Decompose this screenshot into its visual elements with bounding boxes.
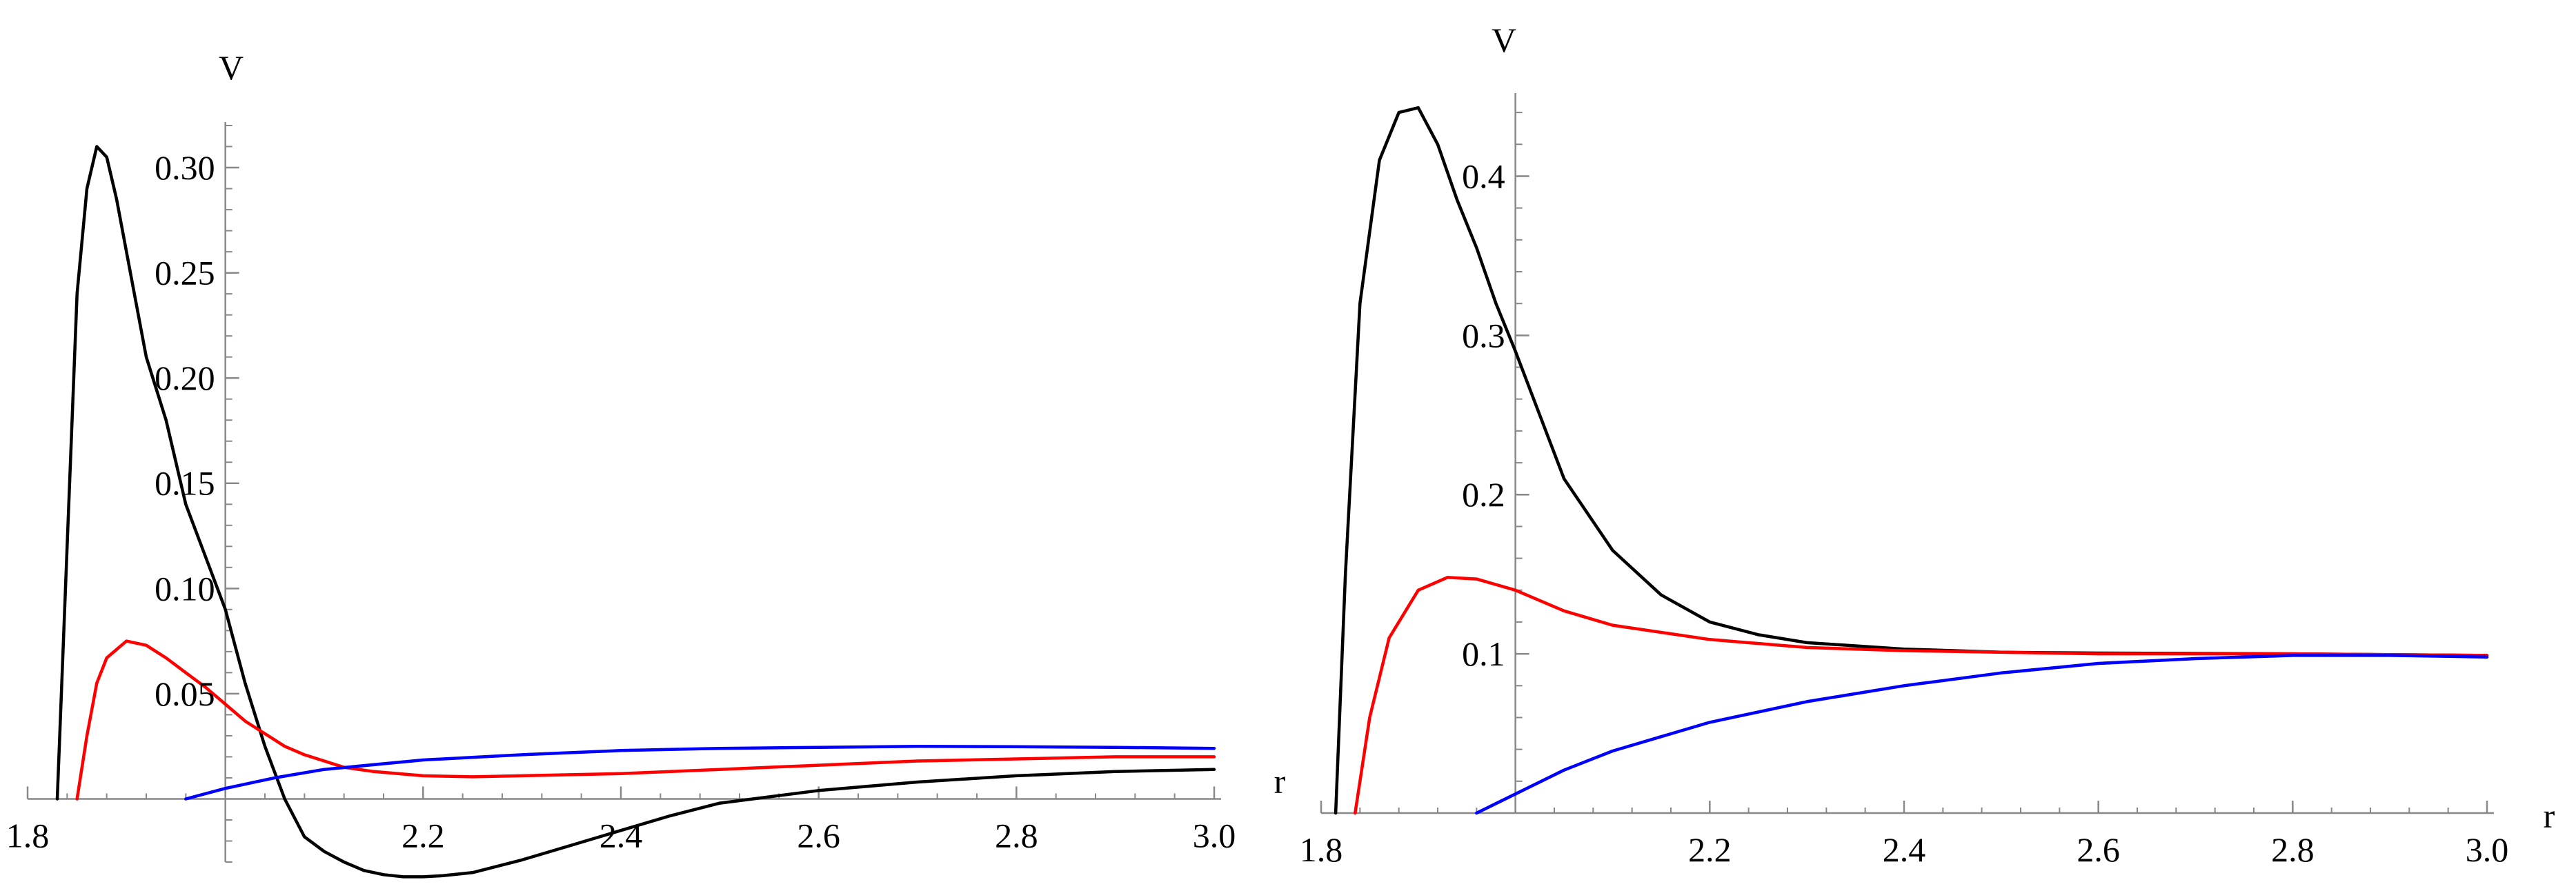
left-y-tick-label: 0.20 — [155, 359, 215, 397]
right-series-1-line — [1354, 576, 2489, 815]
right-x-tick-label: 1.8 — [1300, 830, 1343, 869]
left-series-2-line — [184, 744, 1216, 801]
left-minor-ticks — [27, 125, 1215, 863]
left-series-0-line — [55, 145, 1216, 879]
right-series-layer — [1334, 106, 2489, 815]
right-y-tick-label: 0.3 — [1462, 316, 1505, 354]
right-axes — [1320, 93, 2494, 814]
chart-left: V 1.8 2.2 2.4 2.6 2.8 3.0 0.05 0.10 0.15 0.20 0.25… — [6, 48, 1236, 879]
left-labels-layer: V 1.8 2.2 2.4 2.6 2.8 3.0 0.05 0.10 0.15 0.20 0.25… — [6, 48, 1236, 854]
right-x-axis-title-right: r — [2544, 797, 2555, 835]
right-y-axis-title: V — [1492, 21, 1516, 59]
right-y-tick-label: 0.4 — [1462, 157, 1505, 195]
chart-right: V r r 1.8 2.2 2.4 2.6 2.8 3.0 0.1 0.2 0.3 0.4 — [1274, 21, 2555, 869]
left-x-tick-label: 2.2 — [402, 816, 445, 854]
left-x-tick-label: 2.6 — [797, 816, 840, 854]
left-y-tick-label: 0.15 — [155, 464, 215, 503]
left-x-tick-label: 2.8 — [995, 816, 1038, 854]
right-x-axis-title-left: r — [1274, 762, 1286, 801]
left-series-layer — [55, 145, 1216, 879]
right-labels-layer: V r r 1.8 2.2 2.4 2.6 2.8 3.0 0.1 0.2 0.3 0.4 — [1274, 21, 2555, 869]
left-series-1-line — [75, 639, 1216, 801]
right-x-tick-label: 3.0 — [2466, 830, 2509, 869]
right-x-tick-label: 2.8 — [2271, 830, 2315, 869]
right-x-tick-label: 2.2 — [1688, 830, 1732, 869]
right-series-0-line — [1334, 106, 2489, 815]
left-x-tick-label: 2.4 — [600, 816, 643, 854]
left-x-tick-label: 3.0 — [1193, 816, 1236, 854]
left-x-tick-label: 1.8 — [6, 816, 50, 854]
left-y-tick-label: 0.25 — [155, 254, 215, 292]
left-y-tick-label: 0.05 — [155, 674, 215, 713]
left-y-tick-label: 0.10 — [155, 569, 215, 608]
right-x-tick-label: 2.4 — [1883, 830, 1926, 869]
right-y-tick-label: 0.1 — [1462, 634, 1505, 673]
right-x-tick-label: 2.6 — [2077, 830, 2120, 869]
left-y-axis-title: V — [219, 48, 244, 87]
left-y-tick-label: 0.30 — [155, 148, 215, 187]
right-minor-ticks — [1320, 112, 2488, 814]
right-series-2-line — [1475, 654, 2489, 815]
right-y-tick-label: 0.2 — [1462, 475, 1505, 514]
